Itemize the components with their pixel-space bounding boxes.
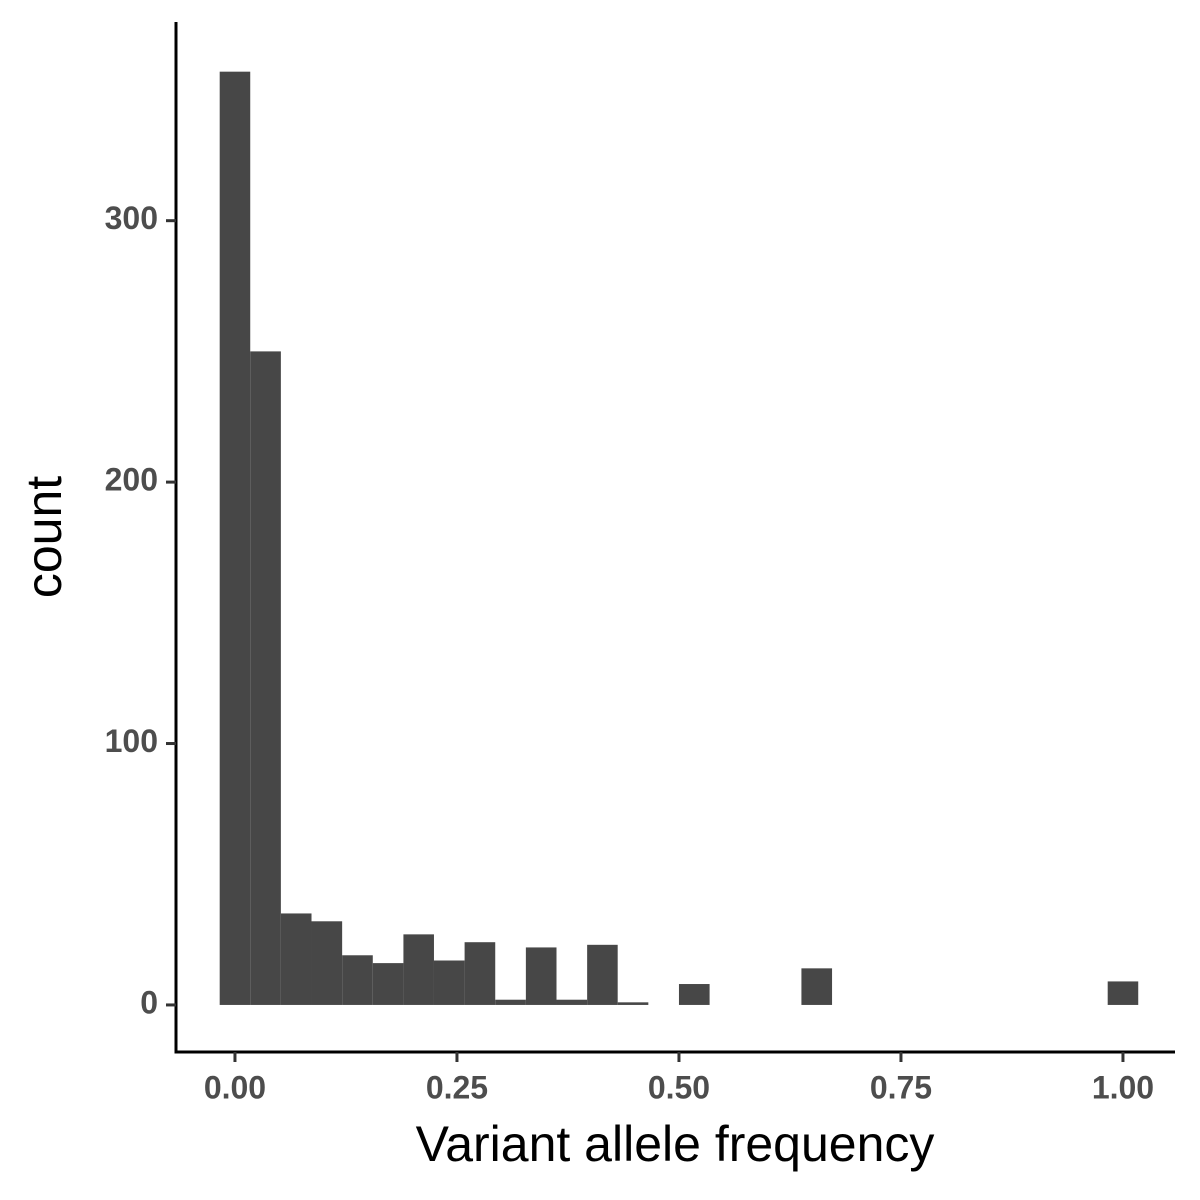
y-tick-label: 100 xyxy=(105,723,158,759)
bar xyxy=(495,999,526,1005)
bar xyxy=(801,968,833,1005)
bar xyxy=(372,963,404,1005)
bar xyxy=(250,351,281,1005)
x-tick-label: 0.25 xyxy=(426,1069,488,1105)
bar xyxy=(556,999,588,1005)
y-tick-label: 200 xyxy=(105,462,158,498)
bar xyxy=(525,947,557,1005)
bar xyxy=(464,942,496,1005)
bar xyxy=(1107,981,1139,1005)
bar xyxy=(587,944,618,1005)
x-tick-label: 0.75 xyxy=(870,1069,932,1105)
bar xyxy=(678,984,710,1005)
x-axis-title: Variant allele frequency xyxy=(416,1116,935,1172)
bar xyxy=(280,913,312,1005)
y-tick-label: 300 xyxy=(105,200,158,236)
bar xyxy=(617,1002,649,1005)
bar xyxy=(311,921,343,1005)
y-axis-title: count xyxy=(16,476,72,598)
x-tick-label: 0.00 xyxy=(204,1069,266,1105)
bar xyxy=(433,960,465,1005)
bar xyxy=(219,71,251,1005)
bar xyxy=(342,955,373,1005)
bar xyxy=(403,934,434,1005)
y-tick-label: 0 xyxy=(140,984,158,1020)
x-tick-label: 1.00 xyxy=(1092,1069,1154,1105)
x-tick-label: 0.50 xyxy=(648,1069,710,1105)
